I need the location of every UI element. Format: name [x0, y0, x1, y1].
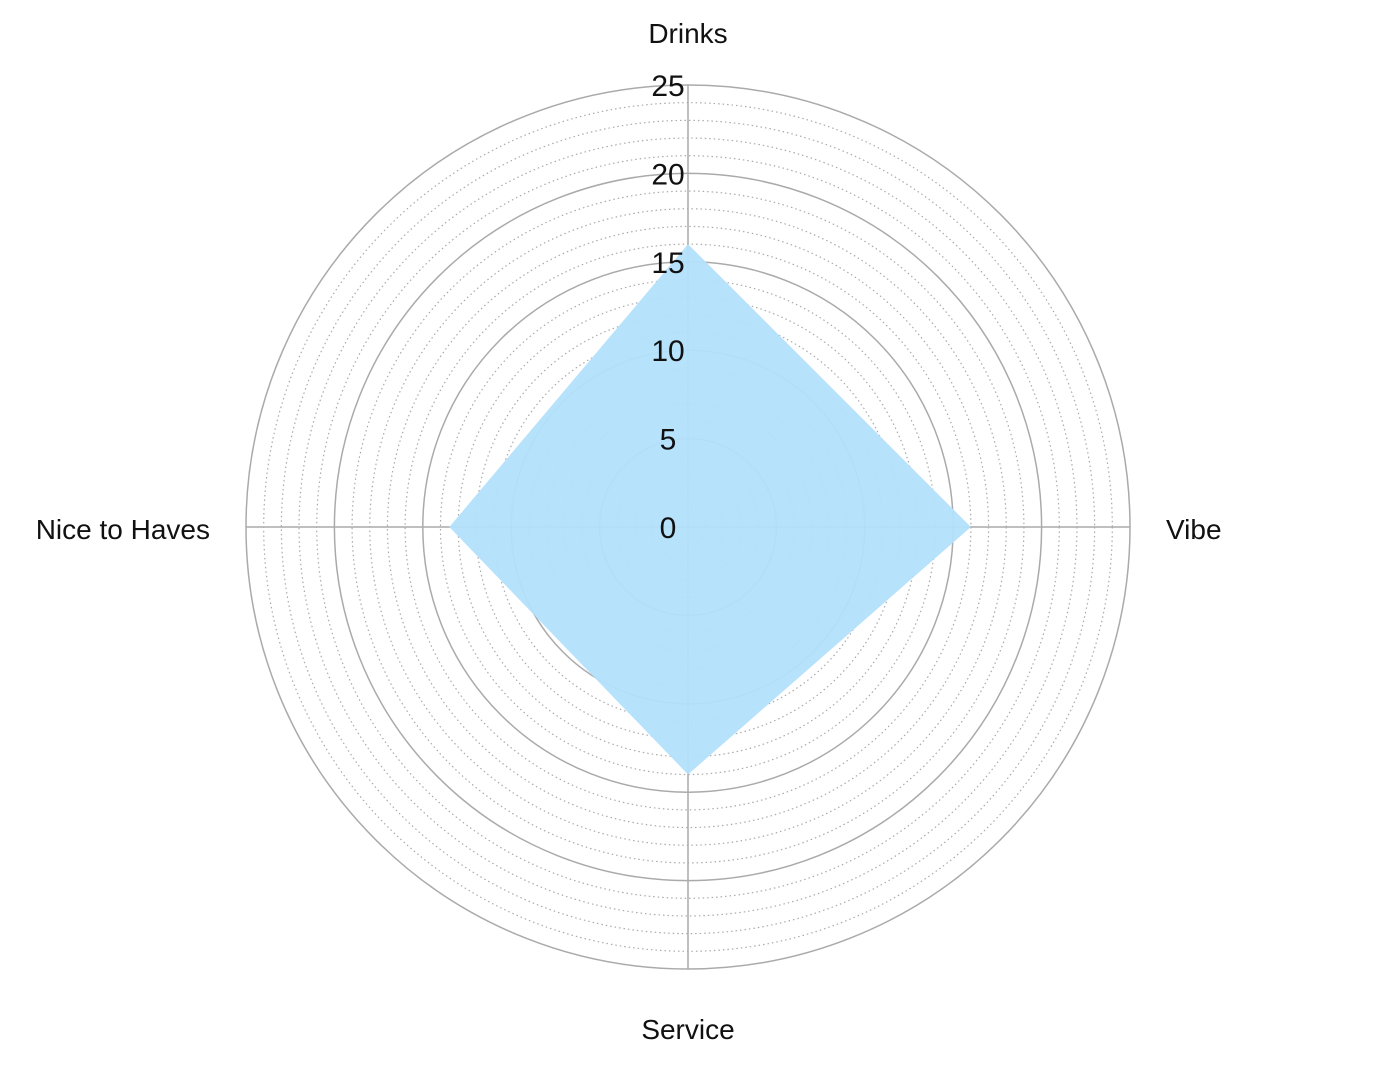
radial-tick-label: 25 [651, 70, 684, 103]
axis-label-vibe: Vibe [1166, 514, 1222, 545]
radial-tick-label: 15 [651, 247, 684, 280]
series-layer [449, 244, 971, 775]
radial-tick-label: 5 [660, 424, 677, 457]
radial-tick-labels: 0 5 10 15 20 25 [651, 70, 684, 545]
radial-tick-label: 0 [660, 512, 677, 545]
radial-tick-label: 10 [651, 335, 684, 368]
radial-tick-label: 20 [651, 158, 684, 191]
axis-label-drinks: Drinks [648, 18, 727, 49]
series-area [449, 244, 971, 775]
axis-label-nice-to-haves: Nice to Haves [36, 514, 210, 545]
axis-label-service: Service [641, 1014, 734, 1045]
axis-labels: Drinks Vibe Service Nice to Haves [36, 18, 1222, 1045]
